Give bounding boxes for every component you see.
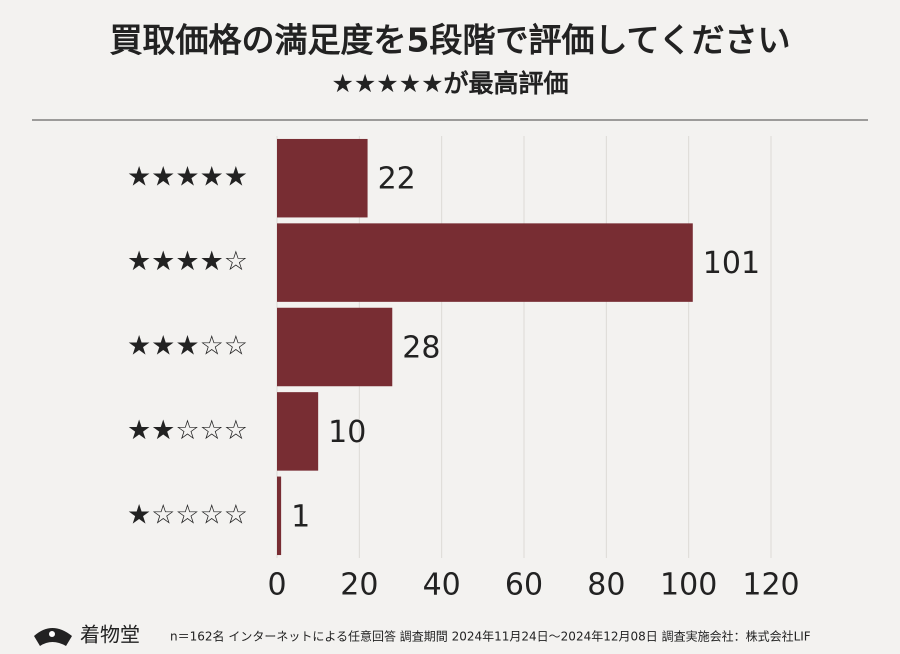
logo-icon	[34, 628, 72, 646]
x-tick-label: 80	[587, 568, 625, 603]
bar	[277, 138, 368, 218]
data-label: 101	[703, 246, 760, 281]
footnote: n＝162名 インターネットによる任意回答 調査期間 2024年11月24日～2…	[170, 629, 811, 644]
data-label: 22	[378, 162, 416, 197]
x-tick-label: 20	[340, 568, 378, 603]
bar	[277, 307, 393, 387]
x-tick-label: 40	[423, 568, 461, 603]
logo	[34, 628, 72, 646]
chart-title: 買取価格の満足度を5段階で評価してください	[110, 21, 791, 60]
x-tick-label: 100	[660, 568, 717, 603]
y-tick-label: ★★★★☆	[127, 246, 248, 277]
bar	[277, 223, 693, 302]
x-tick-label: 0	[267, 568, 286, 603]
bar	[277, 392, 319, 471]
data-label: 28	[402, 331, 440, 366]
y-tick-label: ★★★★★	[127, 162, 248, 193]
x-tick-label: 120	[742, 568, 799, 603]
y-tick-label: ★☆☆☆☆	[127, 499, 248, 530]
y-tick-label: ★★★☆☆	[127, 331, 248, 362]
data-label: 1	[291, 499, 310, 534]
y-tick-label: ★★☆☆☆	[127, 415, 248, 446]
logo-dot	[49, 631, 55, 637]
brand: 着物堂	[80, 623, 140, 647]
bar	[277, 476, 282, 556]
data-label: 10	[328, 415, 366, 450]
chart-subtitle: ★★★★★が最高評価	[331, 69, 568, 98]
x-tick-label: 60	[505, 568, 543, 603]
